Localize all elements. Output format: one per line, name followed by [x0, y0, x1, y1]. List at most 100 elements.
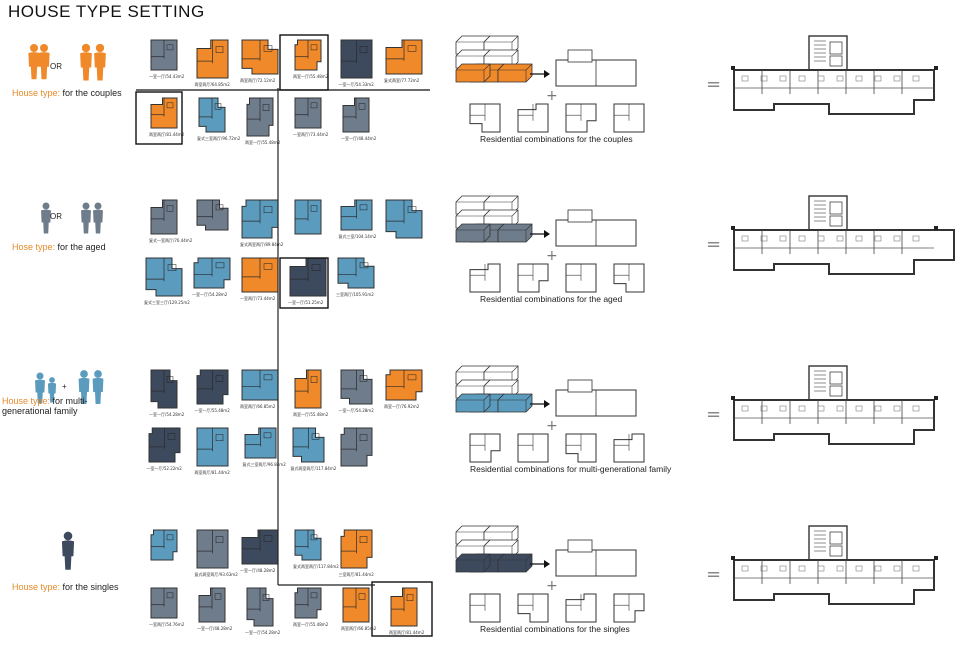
floor-plan-unit: 两室两厅/81.44m2 [389, 586, 424, 635]
unit-area-label: 一室一厅/51.25m2 [288, 300, 324, 305]
floor-plan-drawing [342, 97, 370, 133]
unit-area-label: 三室两厅/105.91m2 [336, 292, 374, 297]
floor-plan-drawing [148, 427, 180, 463]
unit-area-label: 复式三室/104.14m2 [338, 234, 377, 239]
people-silhouette-icon [28, 43, 106, 81]
unit-area-label: 一室一厅/52.22m2 [146, 466, 182, 471]
floor-plan-drawing [385, 369, 423, 401]
floor-plan-drawing [241, 39, 279, 75]
floor-plan-unit: 复式一室两厅/76.44m2 [149, 198, 192, 243]
house-type-label-key: Hose type: [12, 242, 56, 252]
unit-area-label: 两室两厅/66.85m2 [240, 404, 276, 409]
floor-plan-unit: 两室一厅/55.48m2 [293, 368, 328, 417]
unit-area-label: 两室两厅/66.85m2 [341, 626, 377, 631]
floor-plan-drawing [294, 97, 322, 129]
unit-area-label: 两室一厅/55.48m2 [293, 412, 329, 417]
floor-plan-unit: 三室两厅/81.44m2 [339, 528, 374, 577]
floor-plan-unit [339, 426, 374, 468]
combination-caption: Residential combinations for the couples [480, 134, 633, 144]
floor-plan-drawing [150, 39, 178, 71]
floor-plan-drawing [150, 199, 178, 235]
floor-plan-unit [195, 198, 230, 232]
equals-sign: = [706, 74, 722, 95]
house-type-row: OR House type: for the couples 一室一厅/54.43m… [0, 30, 980, 155]
floor-plan-unit: 一室一厅/54.28m2 [192, 256, 232, 297]
unit-area-label: 一室一厅/54.28m2 [338, 408, 374, 413]
floor-plan-unit: 一室一厅/48.44m2 [341, 96, 376, 141]
floor-plan-unit: 一室两厅/54.76m2 [149, 586, 184, 627]
house-type-label-text: for the singles [60, 582, 119, 592]
highlight-frame [135, 34, 430, 145]
floor-plan-drawing [294, 529, 322, 561]
equals-sign: = [706, 404, 722, 425]
single-person-icon [61, 531, 75, 570]
house-type-row: OR Hose type: for the aged 复式一室两厅/76.44m2 复… [0, 190, 980, 320]
floor-plan-drawing [150, 587, 178, 619]
floor-plan-unit: 一室一厅/48.28m2 [197, 586, 232, 631]
floor-plan-unit: 一室一厅/54.43m2 [149, 38, 184, 79]
floor-plan-drawing [289, 257, 327, 297]
plus-sign: + [546, 88, 558, 104]
floor-plan-drawing [342, 587, 370, 623]
highlight-frame [371, 581, 433, 637]
residential-combination-diagram: + [455, 35, 645, 133]
or-connector-text: OR [50, 62, 62, 71]
floor-plan-drawing [340, 199, 372, 231]
floor-plan-unit: 一室一厅/48.28m2 [240, 528, 280, 573]
floor-plan-unit: 复式三室两厅/96.72m2 [197, 96, 240, 141]
highlight-frame [279, 257, 329, 309]
floor-plan-unit: 复式两室两厅/117.84m2 [293, 528, 339, 569]
unit-area-label: 一室一厅/48.28m2 [240, 568, 276, 573]
floor-plan-unit: 一室一厅/54.28m2 [245, 586, 280, 635]
floor-plan-unit: 两室两厅/72.12m2 [240, 38, 280, 83]
floor-plan-drawing [196, 199, 228, 231]
floor-plan-unit: 复式三室/104.14m2 [339, 198, 376, 239]
floor-plan-unit: 复式两室两厅/93.63m2 [195, 528, 238, 577]
building-floor-plan [731, 525, 938, 605]
house-type-label-text: for multi-generational family [2, 396, 88, 416]
building-floor-plan [731, 195, 955, 275]
unit-area-label: 两室一厅/76.92m2 [384, 404, 420, 409]
unit-area-label: 复式三室两厅/96.72m2 [197, 136, 241, 141]
floor-plan-unit: 一室一厅/54.33m2 [339, 38, 374, 87]
combination-caption: Residential combinations for multi-gener… [470, 464, 672, 474]
residential-combination-diagram: + [455, 195, 645, 293]
floor-plan-unit: 一室一厅/55.48m2 [195, 368, 230, 413]
equals-sign: = [706, 564, 722, 585]
residential-combination-diagram: + [455, 525, 645, 623]
floor-plan-drawing [294, 199, 322, 235]
floor-plan-unit: 三室两厅/105.91m2 [336, 256, 376, 297]
floor-plan-drawing [246, 587, 274, 627]
floor-plan-unit: 两室一厅/55.48m2 [245, 96, 280, 145]
floor-plan-drawing [385, 199, 423, 239]
floor-plan-unit: 两室一厅/55.48m2 [293, 38, 328, 79]
floor-plan-unit: 两室两厅/66.85m2 [240, 368, 280, 409]
or-connector-text: OR [50, 212, 62, 221]
unit-area-label: 两室一厅/55.48m2 [293, 74, 329, 79]
floor-plan-drawing [150, 369, 178, 409]
floor-plan-unit: 一室一厅/54.28m2 [149, 368, 184, 417]
unit-area-label: 一室一厅/54.33m2 [338, 82, 374, 87]
floor-plan-unit: 复式两室/77.72m2 [384, 38, 424, 83]
unit-area-label: 两室一厅/55.48m2 [293, 622, 329, 627]
floor-plan-unit: 一室一厅/51.25m2 [288, 256, 328, 305]
unit-area-label: 三室两厅/81.44m2 [338, 572, 374, 577]
combination-caption: Residential combinations for the aged [480, 294, 623, 304]
unit-area-label: 两室一厅/55.48m2 [245, 140, 281, 145]
floor-plan-unit: 复式三室两厅/96.84m2 [243, 426, 286, 467]
floor-plan-drawing [246, 97, 274, 137]
plus-sign: + [546, 248, 558, 264]
combination-caption: Residential combinations for the singles [480, 624, 630, 634]
floor-plan-unit: 两室一厅/76.92m2 [384, 368, 424, 409]
floor-plan-drawing [390, 587, 418, 627]
floor-plan-drawing [294, 39, 322, 71]
floor-plan-drawing [294, 369, 322, 409]
people-silhouette-icon [41, 202, 103, 234]
floor-plan-drawing [196, 427, 228, 467]
unit-area-label: 复式两室两厅/117.84m2 [293, 564, 339, 569]
plus-sign: + [546, 418, 558, 434]
unit-area-label: 一室一厅/54.28m2 [192, 292, 228, 297]
floor-plan-unit: 两室两厅/81.44m2 [195, 426, 230, 475]
floor-plan-unit: 一室一厅/54.28m2 [339, 368, 374, 413]
floor-plan-unit [293, 198, 323, 236]
